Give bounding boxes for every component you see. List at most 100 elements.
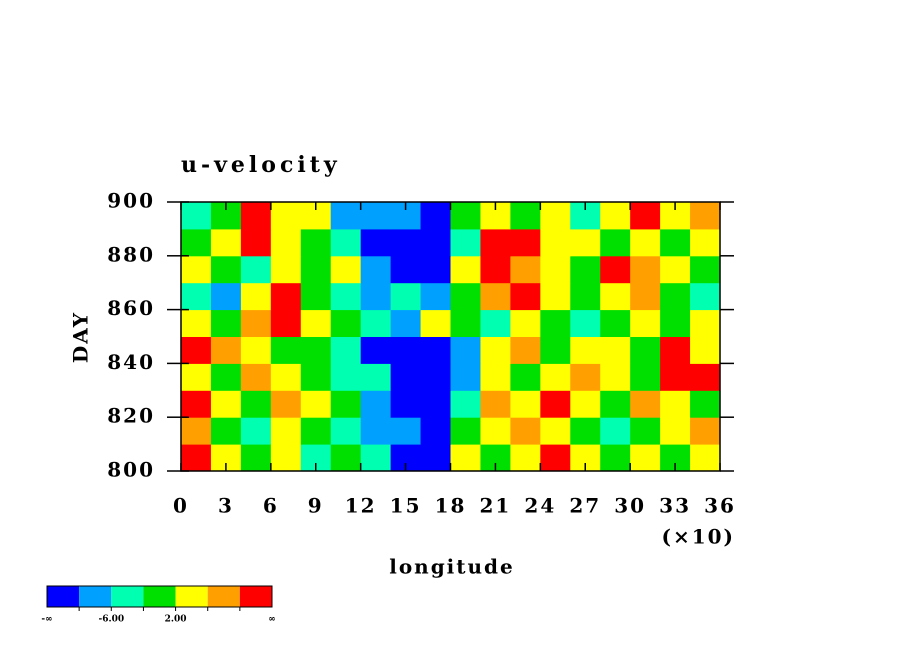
heat-cell (690, 202, 721, 230)
x-tick-label: 36 (704, 494, 736, 518)
heat-cell (660, 228, 691, 257)
heat-cell (181, 363, 212, 391)
heat-cell (360, 202, 392, 230)
x-tick-label: 3 (218, 494, 234, 518)
heat-cell (630, 202, 661, 230)
heat-cell (540, 336, 571, 364)
y-tick-label: 900 (107, 189, 155, 213)
heat-cell (181, 417, 212, 445)
heat-cell (360, 417, 392, 445)
heat-cell (660, 417, 691, 445)
heat-cell (210, 282, 242, 311)
heat-cell (210, 417, 242, 445)
heat-cell (660, 255, 691, 284)
x-tick-label: 12 (345, 494, 377, 518)
heat-cell (690, 363, 721, 391)
heat-cell (480, 336, 511, 364)
heat-cell (600, 390, 631, 418)
heat-cell (660, 336, 691, 364)
heat-cell (600, 336, 631, 364)
heat-cell (480, 390, 511, 418)
colorbar-label: -∞ (41, 615, 52, 625)
heat-cell (270, 444, 302, 472)
heat-cell (540, 255, 571, 284)
heat-cell (600, 282, 631, 311)
heat-cell (510, 336, 541, 364)
heat-cell (540, 417, 571, 445)
heat-cell (240, 417, 272, 445)
heat-cell (390, 390, 422, 418)
heat-cell (600, 309, 631, 337)
heat-cell (630, 417, 661, 445)
heat-cell (570, 417, 601, 445)
colorbar-swatch (143, 586, 176, 607)
heat-cell (600, 417, 631, 445)
heat-cell (600, 255, 631, 284)
heat-cell (390, 282, 422, 311)
heat-cell (510, 390, 541, 418)
heat-cell (600, 202, 631, 230)
heat-cell (510, 363, 541, 391)
x-tick-label: 33 (659, 494, 691, 518)
heat-cell (181, 255, 212, 284)
heat-cell (390, 417, 422, 445)
heat-cell (570, 309, 601, 337)
heat-cell (420, 363, 451, 391)
heat-cell (630, 363, 661, 391)
heat-cell (450, 282, 481, 311)
heat-cell (210, 228, 242, 257)
heat-cell (450, 255, 481, 284)
heat-cell (330, 444, 362, 472)
heat-cell (420, 228, 451, 257)
x-tick-label: 15 (390, 494, 422, 518)
heat-cell (570, 282, 601, 311)
heat-cell (630, 228, 661, 257)
y-tick-label: 820 (107, 404, 155, 428)
heat-cell (540, 309, 571, 337)
heat-cell (420, 444, 451, 472)
colorbar-swatch (207, 586, 240, 607)
heat-cell (690, 444, 721, 472)
heat-cell (270, 390, 302, 418)
heat-cell (390, 255, 422, 284)
heat-cell (450, 336, 481, 364)
heat-cell (510, 228, 541, 257)
heat-cell (330, 228, 362, 257)
heat-cell (600, 228, 631, 257)
heat-cell (240, 228, 272, 257)
heat-cell (300, 255, 332, 284)
y-tick-label: 800 (107, 458, 155, 482)
heat-cell (360, 444, 392, 472)
x-tick-label: 24 (524, 494, 556, 518)
heat-cell (330, 255, 362, 284)
heat-cell (270, 417, 302, 445)
heat-cell (450, 390, 481, 418)
heat-cell (630, 309, 661, 337)
heat-cell (450, 202, 481, 230)
heat-cell (360, 228, 392, 257)
heat-cell (240, 363, 272, 391)
heat-cell (300, 336, 332, 364)
heat-cell (181, 228, 212, 257)
colorbar-swatch (175, 586, 208, 607)
heat-cell (420, 309, 451, 337)
heat-cell (480, 282, 511, 311)
heat-cell (540, 228, 571, 257)
heat-cell (181, 202, 212, 230)
colorbar-label: -6.00 (98, 615, 124, 625)
heat-cell (300, 309, 332, 337)
x-tick-label: 30 (614, 494, 646, 518)
colorbar-frame (46, 585, 273, 608)
heat-cell (630, 444, 661, 472)
heat-cell (540, 444, 571, 472)
heat-cell (360, 309, 392, 337)
heat-cell (690, 309, 721, 337)
heat-cell (390, 228, 422, 257)
heat-cell (210, 363, 242, 391)
heat-cell (270, 282, 302, 311)
colorbar-swatch (79, 586, 112, 607)
heat-cell (240, 336, 272, 364)
heat-cell (450, 309, 481, 337)
heat-cell (300, 363, 332, 391)
x-tick-label: 0 (173, 494, 189, 518)
